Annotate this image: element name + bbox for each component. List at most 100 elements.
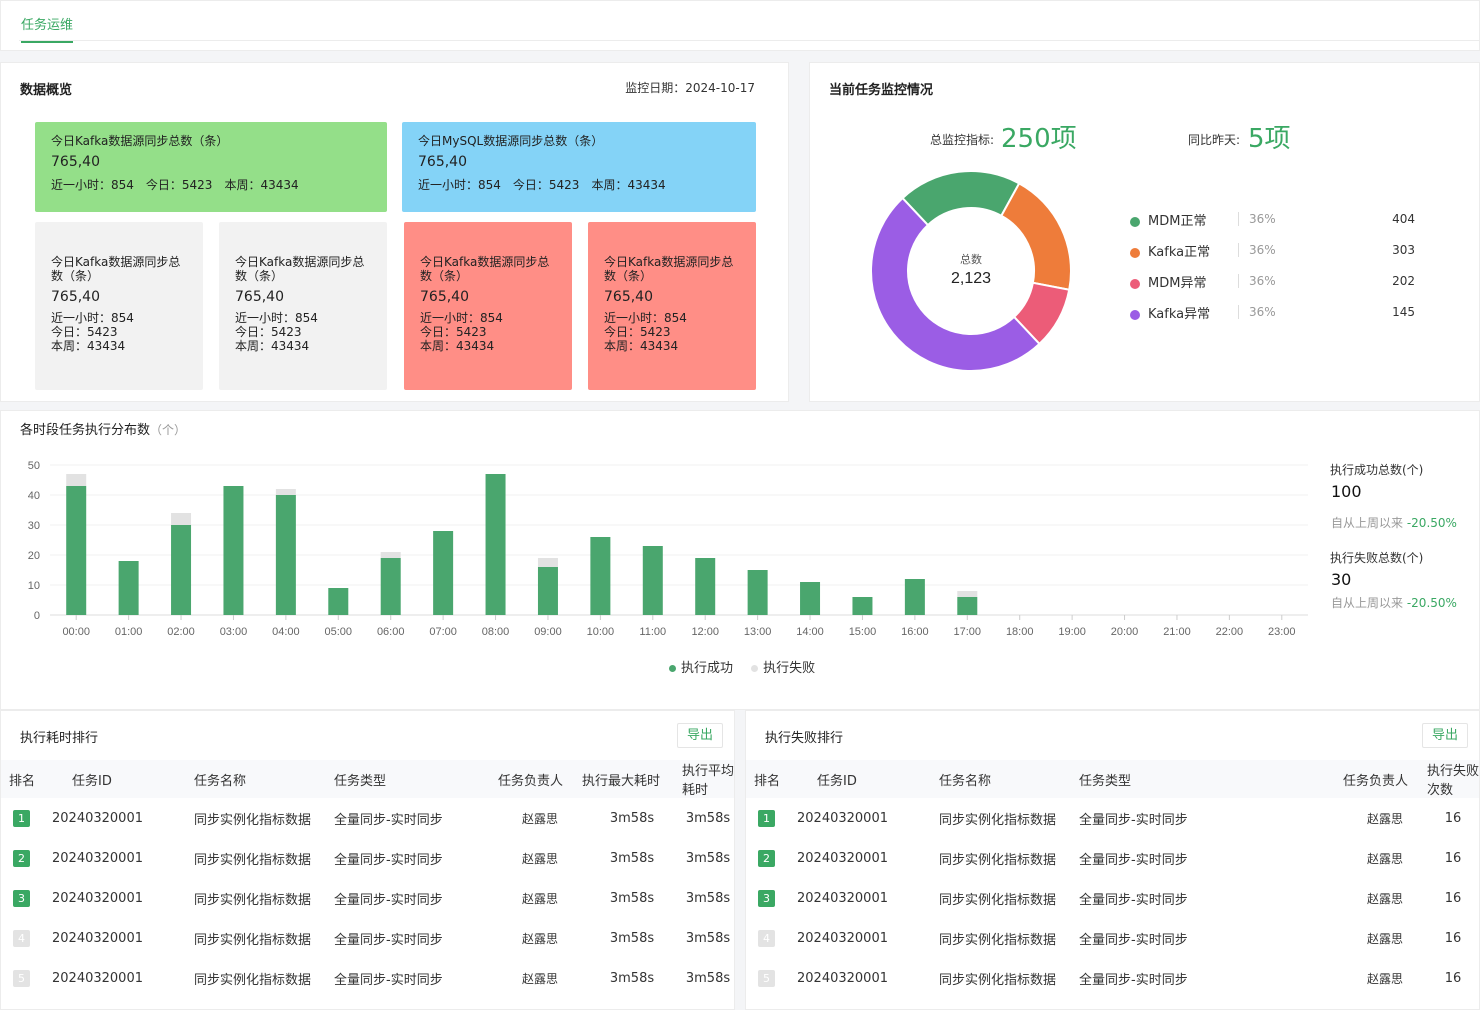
card-kafka-sync-a[interactable]: 今日Kafka数据源同步总数（条） 765,40 近一小时：854 今日：5423… — [35, 222, 203, 390]
bar-fail[interactable] — [66, 474, 87, 486]
bar-success[interactable] — [118, 561, 139, 615]
bar-success[interactable] — [904, 579, 925, 615]
card-title: 今日Kafka数据源同步总数（条） — [235, 255, 365, 283]
bar-success[interactable] — [223, 486, 244, 615]
cell-fail-count: 16 — [1444, 970, 1462, 986]
table-row[interactable]: 2 20240320001 同步实例化指标数据 全量同步-实时同步 赵露思 3m58s 3m… — [1, 838, 734, 878]
legend-success[interactable]: 执行成功 — [669, 661, 733, 676]
tab-task-ops[interactable]: 任务运维 — [21, 14, 74, 43]
legend-fail-dot — [751, 665, 759, 672]
col-rank: 排名 — [746, 760, 790, 798]
bar-fail[interactable] — [380, 552, 401, 558]
card-mysql-sync[interactable]: 今日MySQL数据源同步总数（条） 765,40 近一小时：854 今日：5423… — [402, 122, 756, 212]
table-row[interactable]: 1 20240320001 同步实例化指标数据 全量同步-实时同步 赵露思 16 — [746, 798, 1479, 838]
x-tick-label: 13:00 — [744, 626, 772, 638]
chart-legend: 执行成功 执行失败 — [669, 657, 815, 676]
donut-slice[interactable] — [870, 196, 1041, 372]
cell-task-id: 20240320001 — [52, 970, 143, 986]
table-row[interactable]: 1 20240320001 同步实例化指标数据 全量同步-实时同步 赵露思 3m58s 3m… — [1, 798, 734, 838]
table-row[interactable]: 3 20240320001 同步实例化指标数据 全量同步-实时同步 赵露思 3m58s 3m… — [1, 878, 734, 918]
overview-panel: 数据概览 监控日期：2024-10-17 今日Kafka数据源同步总数（条） 7… — [0, 62, 789, 402]
card-hour: 近一小时：854 — [235, 311, 318, 325]
donut-slice[interactable] — [999, 182, 1072, 291]
cell-task-name: 同步实例化指标数据 — [194, 852, 312, 868]
legend-pct: 36% — [1238, 274, 1276, 288]
rank-badge: 4 — [13, 929, 30, 947]
cell-owner: 赵露思 — [521, 971, 558, 986]
bar-success[interactable] — [328, 588, 349, 615]
table-row[interactable]: 5 20240320001 同步实例化指标数据 全量同步-实时同步 赵露思 3m58s 3m… — [1, 958, 734, 998]
bar-success[interactable] — [485, 474, 506, 615]
bar-success[interactable] — [695, 558, 716, 615]
legend-kafka-abnormal[interactable]: Kafka异常 36% 145 — [1130, 303, 1420, 323]
bar-fail[interactable] — [171, 513, 192, 525]
donut-label: 总数 — [960, 252, 982, 266]
cell-task-name: 同步实例化指标数据 — [939, 972, 1057, 988]
col-task-name: 任务名称 — [194, 760, 334, 798]
table-row[interactable]: 2 20240320001 同步实例化指标数据 全量同步-实时同步 赵露思 16 — [746, 838, 1479, 878]
legend-mdm-normal[interactable]: MDM正常 36% 404 — [1130, 210, 1420, 230]
rank-badge: 2 — [758, 849, 775, 867]
rank-badge: 4 — [758, 929, 775, 947]
x-tick-label: 14:00 — [796, 626, 824, 638]
x-tick-label: 04:00 — [272, 626, 300, 638]
bar-fail[interactable] — [537, 558, 558, 567]
failure-ranking-table: 排名 任务ID 任务名称 任务类型 任务负责人 执行失败次数 1 20240320… — [746, 760, 1479, 998]
bar-success[interactable] — [957, 597, 978, 615]
bar-success[interactable] — [642, 546, 663, 615]
cell-rank: 2 — [746, 838, 790, 878]
bar-success[interactable] — [66, 486, 87, 615]
bar-success[interactable] — [800, 582, 821, 615]
legend-dot — [1130, 309, 1140, 320]
table-row[interactable]: 5 20240320001 同步实例化指标数据 全量同步-实时同步 赵露思 16 — [746, 958, 1479, 998]
total-metric-value: 250项 — [1001, 124, 1077, 154]
card-hour: 近一小时：854 — [420, 311, 503, 325]
x-tick-label: 15:00 — [849, 626, 877, 638]
cell-fail-count: 16 — [1444, 850, 1462, 866]
bar-fail[interactable] — [957, 591, 978, 597]
x-tick-label: 22:00 — [1216, 626, 1244, 638]
card-kafka-sync-b[interactable]: 今日Kafka数据源同步总数（条） 765,40 近一小时：854 今日：5423… — [219, 222, 387, 390]
bar-fail[interactable] — [275, 489, 296, 495]
export-button[interactable]: 导出 — [1422, 723, 1468, 748]
export-button[interactable]: 导出 — [677, 723, 723, 748]
cell-task-name: 同步实例化指标数据 — [939, 932, 1057, 948]
card-title: 今日Kafka数据源同步总数（条） — [420, 255, 550, 283]
x-tick-label: 19:00 — [1058, 626, 1086, 638]
table-row[interactable]: 4 20240320001 同步实例化指标数据 全量同步-实时同步 赵露思 16 — [746, 918, 1479, 958]
bar-success[interactable] — [433, 531, 454, 615]
bar-success[interactable] — [590, 537, 611, 615]
bar-success[interactable] — [852, 597, 873, 615]
legend-kafka-normal[interactable]: Kafka正常 36% 303 — [1130, 241, 1420, 261]
bar-success[interactable] — [380, 558, 401, 615]
cell-task-id: 20240320001 — [797, 810, 888, 826]
table-row[interactable]: 3 20240320001 同步实例化指标数据 全量同步-实时同步 赵露思 16 — [746, 878, 1479, 918]
cell-owner: 赵露思 — [521, 931, 558, 946]
cell-task-type: 全量同步-实时同步 — [1079, 892, 1188, 908]
card-week: 本周：43434 — [235, 339, 310, 353]
cell-task-id: 20240320001 — [52, 930, 143, 946]
x-tick-label: 02:00 — [167, 626, 195, 638]
card-kafka-sync[interactable]: 今日Kafka数据源同步总数（条） 765,40 近一小时：854 今日：5423… — [35, 122, 387, 212]
card-kafka-sync-d[interactable]: 今日Kafka数据源同步总数（条） 765,40 近一小时：854 今日：5423… — [588, 222, 756, 390]
card-day: 今日：5423 — [420, 325, 487, 339]
cell-task-type: 全量同步-实时同步 — [1079, 852, 1188, 868]
cell-avg-duration: 3m58s — [685, 970, 731, 986]
cell-task-id: 20240320001 — [52, 810, 143, 826]
table-row[interactable]: 4 20240320001 同步实例化指标数据 全量同步-实时同步 赵露思 3m58s 3m… — [1, 918, 734, 958]
card-title: 今日Kafka数据源同步总数（条） — [51, 255, 181, 283]
legend-fail-label: 执行失败 — [763, 661, 816, 676]
legend-mdm-abnormal[interactable]: MDM异常 36% 202 — [1130, 272, 1420, 292]
y-tick-label: 30 — [28, 520, 40, 532]
bar-success[interactable] — [275, 495, 296, 615]
bar-success[interactable] — [537, 567, 558, 615]
card-week: 本周：43434 — [420, 339, 495, 353]
bar-success[interactable] — [171, 525, 192, 615]
card-value: 765,40 — [235, 289, 284, 305]
bar-success[interactable] — [747, 570, 768, 615]
card-kafka-sync-c[interactable]: 今日Kafka数据源同步总数（条） 765,40 近一小时：854 今日：5423… — [404, 222, 572, 390]
cell-task-name: 同步实例化指标数据 — [194, 972, 312, 988]
legend-fail[interactable]: 执行失败 — [751, 661, 815, 676]
card-day: 今日：5423 — [604, 325, 671, 339]
card-day: 今日：5423 — [145, 178, 213, 192]
